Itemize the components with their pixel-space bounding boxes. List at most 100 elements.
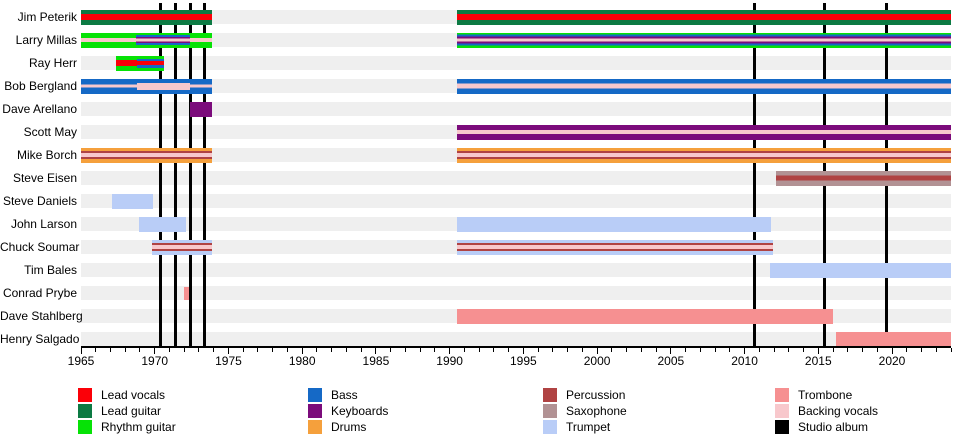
- legend-swatch-percussion: [543, 388, 557, 402]
- legend-swatch-lead_guitar: [78, 404, 92, 418]
- x-tick: [611, 348, 613, 352]
- x-tick: [537, 348, 539, 352]
- x-tick: [596, 348, 598, 354]
- timeline-bar: [138, 216, 186, 232]
- x-tick: [552, 348, 554, 352]
- row-band: [81, 56, 951, 70]
- x-tick: [950, 348, 952, 352]
- row-band: [81, 332, 951, 346]
- x-tick: [109, 348, 111, 352]
- x-tick: [522, 348, 524, 354]
- member-label: Tim Bales: [24, 263, 77, 277]
- legend-swatch-backing_vocals: [775, 404, 789, 418]
- role-stripe: [135, 38, 191, 42]
- x-tick-label: 1975: [215, 354, 242, 368]
- legend-label: Lead vocals: [101, 388, 166, 402]
- x-tick: [154, 348, 156, 354]
- x-tick: [375, 348, 377, 354]
- x-tick: [168, 348, 170, 352]
- legend-label: Rhythm guitar: [101, 420, 176, 434]
- x-tick: [817, 348, 819, 354]
- role-stripe: [775, 175, 951, 181]
- x-tick: [714, 348, 716, 352]
- x-tick: [345, 348, 347, 352]
- x-tick-label: 1965: [67, 354, 95, 368]
- x-tick-label: 1980: [288, 354, 316, 368]
- legend-swatch-saxophone: [543, 404, 557, 418]
- timeline-bar: [457, 308, 834, 324]
- x-tick: [729, 348, 731, 352]
- timeline-bar: [457, 239, 773, 255]
- x-tick: [449, 348, 451, 354]
- legend-swatch-trumpet: [543, 420, 557, 434]
- role-stripe: [457, 14, 951, 20]
- member-label: John Larson: [10, 217, 77, 231]
- role-stripe: [81, 153, 213, 157]
- member-label: Scott May: [23, 125, 77, 139]
- x-tick: [404, 348, 406, 352]
- x-tick: [227, 348, 229, 354]
- x-tick: [242, 348, 244, 352]
- x-tick-label: 1985: [362, 354, 390, 368]
- x-tick: [360, 348, 362, 352]
- legend-label: Trombone: [798, 388, 853, 402]
- timeline-bar: [457, 124, 951, 140]
- x-tick: [286, 348, 288, 352]
- x-tick: [567, 348, 569, 352]
- x-tick: [670, 348, 672, 354]
- legend-swatch-bass: [308, 388, 322, 402]
- timeline-bar: [769, 262, 951, 278]
- x-tick: [434, 348, 436, 352]
- x-tick: [803, 348, 805, 352]
- album-line: [202, 3, 206, 346]
- row-band: [81, 263, 951, 277]
- x-tick: [788, 348, 790, 352]
- timeline-bar: [151, 239, 213, 255]
- album-line: [173, 3, 177, 346]
- timeline-bar: [457, 216, 772, 232]
- legend-swatch-lead_vocals: [78, 388, 92, 402]
- x-tick: [183, 348, 185, 352]
- role-stripe: [457, 130, 951, 134]
- member-label: Jim Peterik: [17, 10, 77, 24]
- x-tick: [95, 348, 97, 352]
- member-label: Mike Borch: [16, 148, 77, 162]
- timeline-bar: [137, 82, 191, 90]
- row-band: [81, 102, 951, 116]
- x-tick: [581, 348, 583, 352]
- x-tick: [876, 348, 878, 352]
- role-stripe: [457, 83, 951, 89]
- timeline-bar: [835, 331, 951, 347]
- legend-label: Lead guitar: [101, 404, 162, 418]
- x-tick: [493, 348, 495, 352]
- legend-swatch-trombone: [775, 388, 789, 402]
- x-tick: [626, 348, 628, 352]
- row-band: [81, 286, 951, 300]
- x-tick-label: 2005: [657, 354, 685, 368]
- album-line: [753, 3, 757, 346]
- x-tick: [847, 348, 849, 352]
- row-band: [81, 171, 951, 185]
- row-band: [81, 194, 951, 208]
- x-tick-label: 1970: [141, 354, 169, 368]
- member-label: Bob Bergland: [4, 79, 77, 93]
- x-tick: [685, 348, 687, 352]
- role-stripe: [137, 61, 164, 65]
- role-stripe: [81, 14, 213, 20]
- legend-label: Backing vocals: [798, 404, 879, 418]
- x-tick: [832, 348, 834, 352]
- x-tick-label: 2015: [804, 354, 832, 368]
- x-tick: [463, 348, 465, 352]
- x-tick: [862, 348, 864, 352]
- timeline-bar: [457, 32, 951, 48]
- legend-label: Trumpet: [566, 420, 611, 434]
- x-tick: [478, 348, 480, 352]
- member-label: Dave Stahlberg: [0, 309, 83, 323]
- timeline-bar: [457, 147, 951, 163]
- legend-label: Saxophone: [566, 404, 627, 418]
- x-tick: [213, 348, 215, 352]
- member-label: Conrad Prybe: [2, 286, 77, 300]
- timeline-bar: [137, 58, 164, 68]
- timeline-bar: [190, 101, 213, 117]
- album-line: [159, 3, 163, 346]
